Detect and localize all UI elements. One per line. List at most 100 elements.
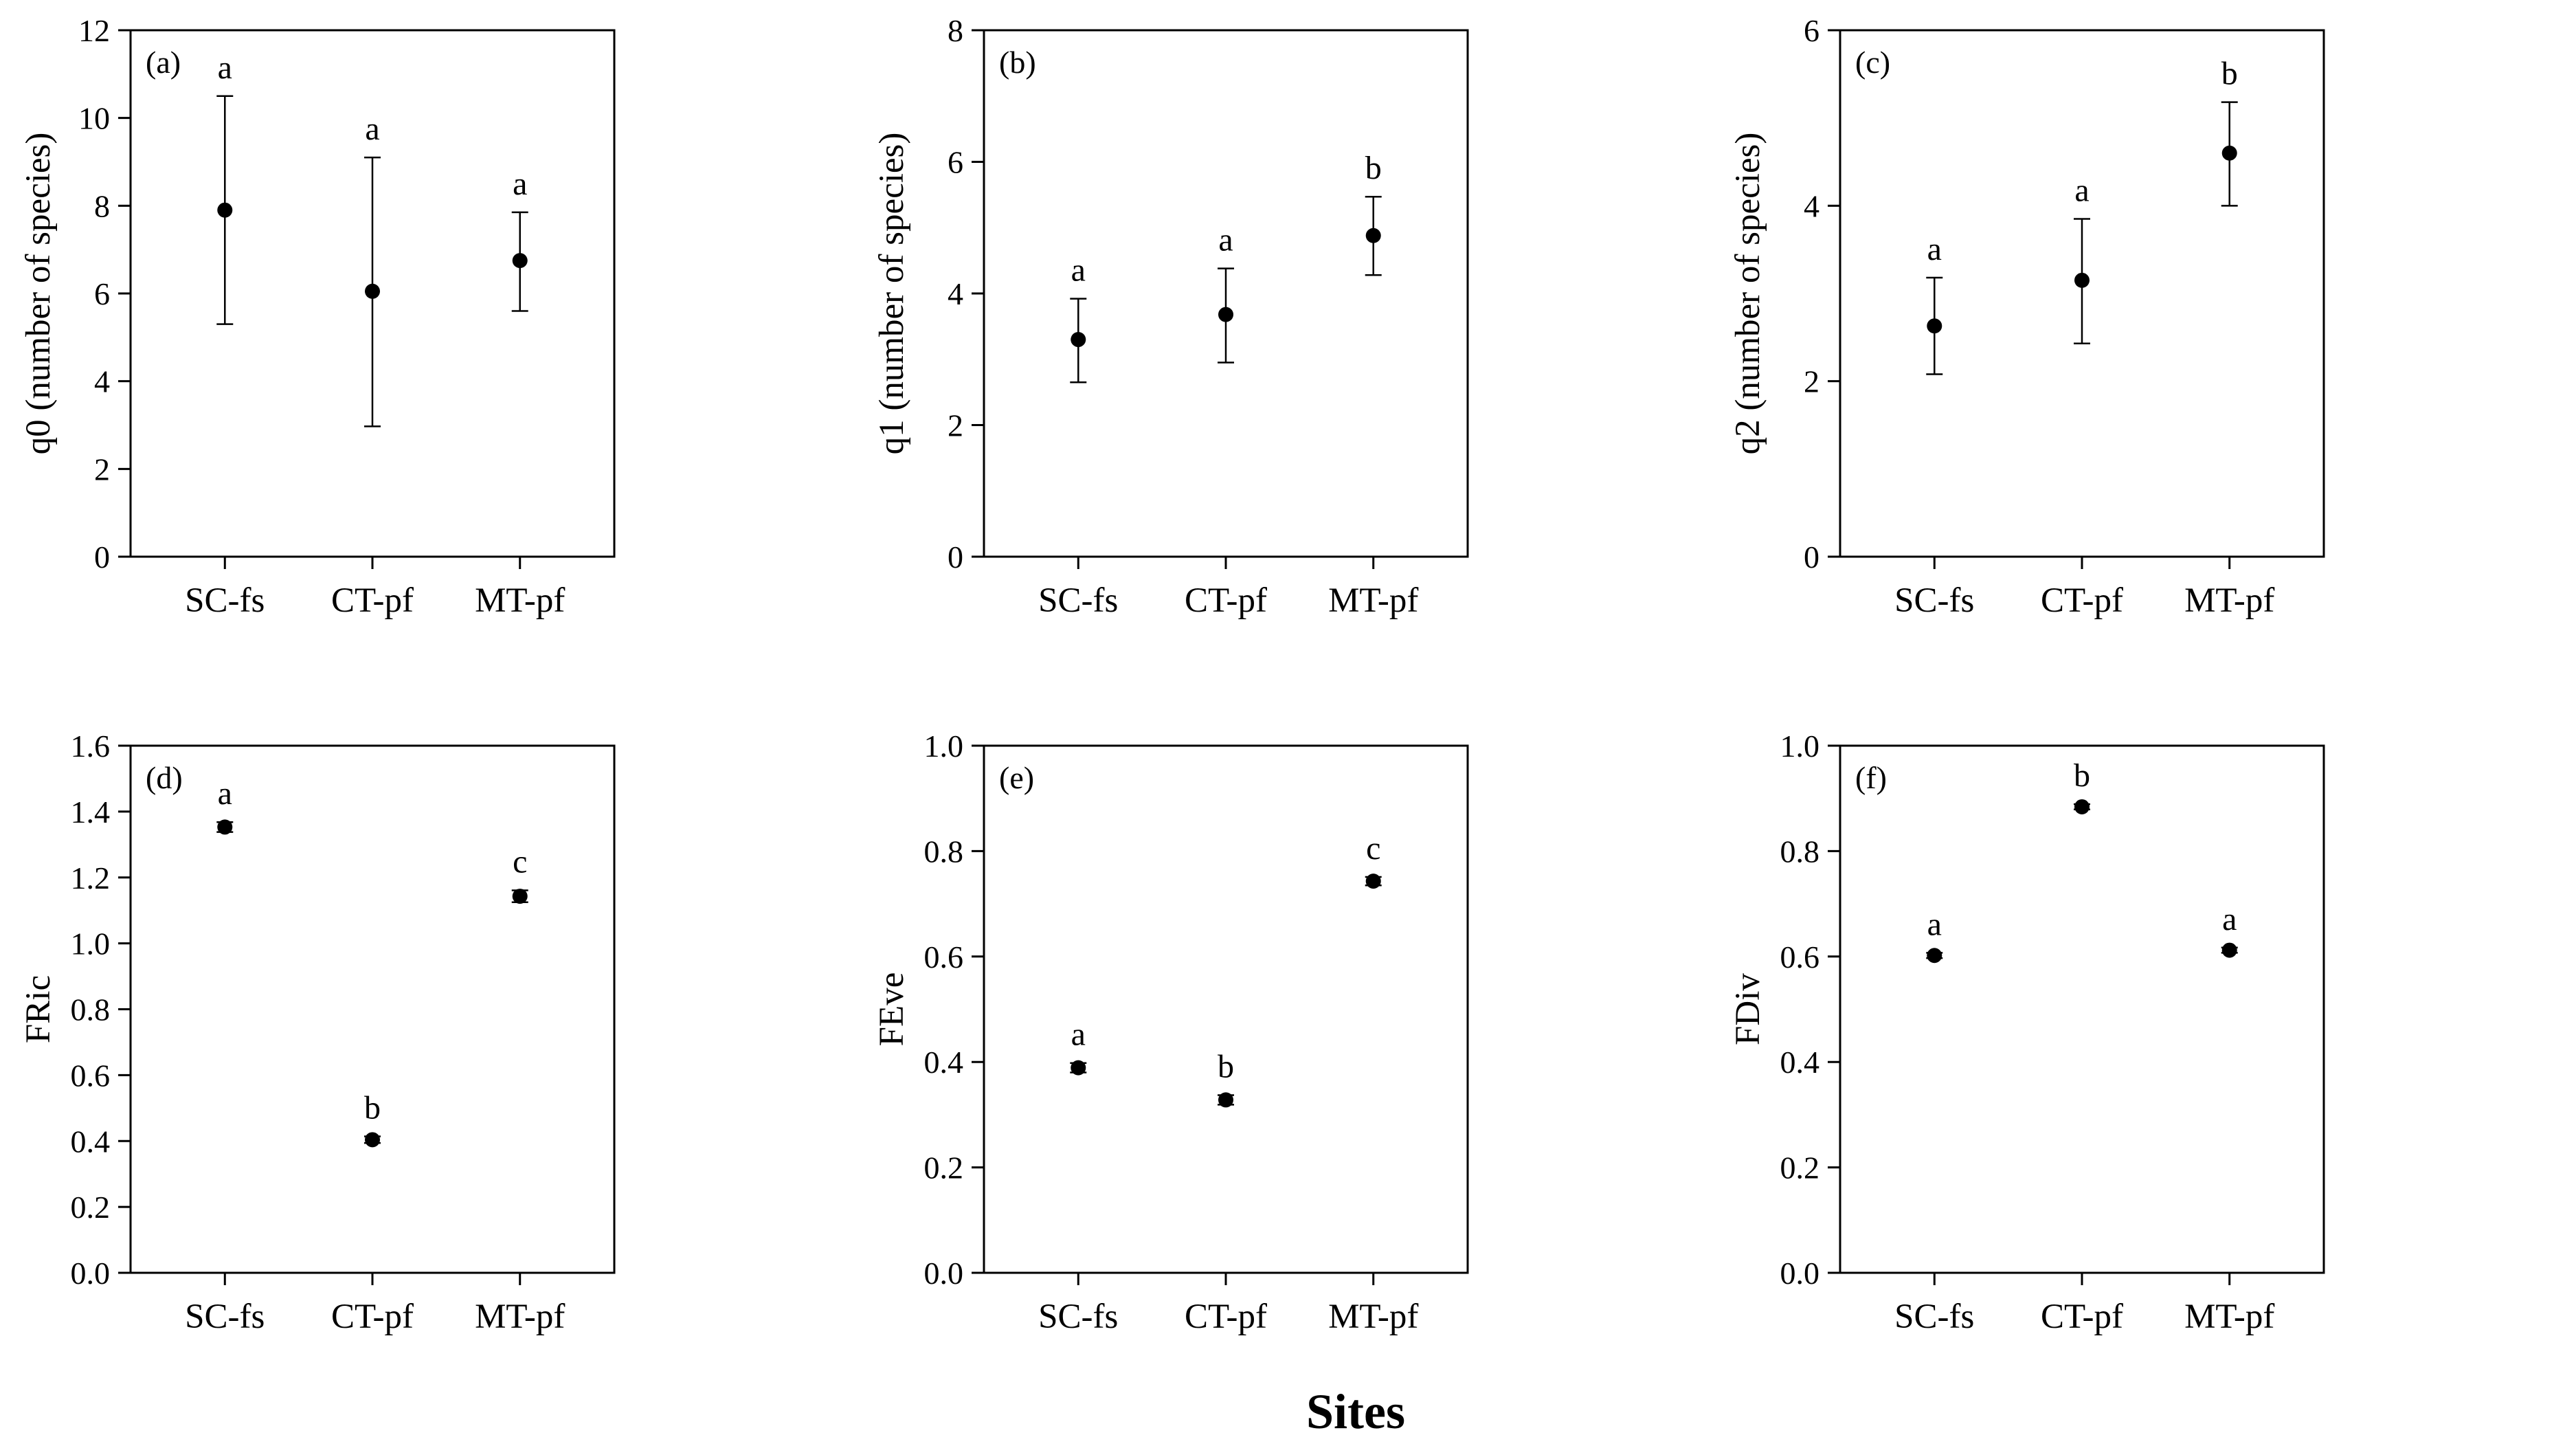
y-axis-title: FEve: [873, 972, 911, 1047]
y-tick-label: 8: [948, 13, 963, 48]
x-category-label: CT-pf: [1185, 581, 1267, 620]
y-tick-label: 0.4: [924, 1045, 964, 1080]
y-tick-label: 0.6: [1780, 939, 1820, 975]
panel-3: 0 2 4 6 SC-fs CT-pf MT-pf q2 (number of species…: [1729, 13, 2325, 620]
panels: 0 2 4 6 8 10 12 SC-fs CT-pf MT-pf q0 (number of sp…: [19, 13, 2325, 1336]
y-tick-label: 0.2: [924, 1150, 964, 1186]
y-tick-label: 4: [94, 364, 110, 399]
y-tick-label: 0.6: [924, 939, 964, 975]
panel-label: (a): [146, 45, 181, 80]
panel-label: (b): [999, 45, 1036, 80]
x-category-label: MT-pf: [475, 1298, 565, 1336]
y-tick-label: 6: [1804, 13, 1819, 48]
significance-letter: a: [218, 775, 232, 812]
y-tick-label: 2: [1804, 364, 1819, 399]
significance-letter: a: [365, 111, 379, 147]
data-point: [365, 1132, 380, 1148]
data-point: [1218, 307, 1233, 322]
significance-letter: b: [2074, 757, 2090, 794]
y-tick-label: 0.6: [71, 1058, 111, 1093]
x-category-label: SC-fs: [185, 1298, 265, 1336]
panel-4: 0.0 0.2 0.4 0.6 0.8 1.0 1.2 1.4 1.6 SC-fs CT-pf MT-…: [19, 728, 616, 1336]
y-tick-label: 6: [948, 145, 963, 180]
y-tick-label: 0.0: [1780, 1256, 1820, 1291]
y-tick-label: 4: [1804, 188, 1819, 223]
panel-label: (d): [146, 760, 183, 795]
data-point: [217, 202, 233, 218]
x-axis-title: Sites: [1306, 1384, 1405, 1439]
data-point: [1071, 1060, 1086, 1076]
data-point: [1927, 318, 1942, 334]
panel-6: 0.0 0.2 0.4 0.6 0.8 1.0 SC-fs CT-pf MT-pf FDiv (f)…: [1729, 728, 2325, 1336]
y-tick-label: 4: [948, 276, 963, 311]
significance-letter: a: [513, 166, 527, 202]
x-category-label: SC-fs: [1894, 1298, 1974, 1336]
y-tick-label: 2: [948, 408, 963, 443]
x-category-label: MT-pf: [1328, 581, 1418, 620]
y-tick-label: 0: [94, 540, 110, 575]
y-tick-label: 0.0: [924, 1256, 964, 1291]
y-axis-title: q2 (number of species): [1729, 133, 1767, 455]
y-axis-title: FRic: [19, 975, 58, 1043]
data-point: [2221, 145, 2237, 161]
y-tick-label: 0.2: [71, 1190, 111, 1225]
significance-letter: a: [1927, 906, 1942, 942]
y-axis-title: q0 (number of species): [19, 133, 58, 455]
data-point: [1927, 948, 1942, 964]
x-category-label: SC-fs: [185, 581, 265, 620]
data-point: [512, 889, 528, 904]
x-category-label: CT-pf: [2041, 1298, 2123, 1336]
significance-letter: a: [2222, 901, 2237, 937]
y-tick-label: 10: [78, 101, 110, 136]
y-tick-label: 0.2: [1780, 1150, 1820, 1186]
data-point: [1218, 1092, 1233, 1108]
y-tick-label: 0.8: [1780, 834, 1820, 869]
data-point: [2074, 799, 2090, 814]
y-tick-label: 0.8: [924, 834, 964, 869]
significance-letter: a: [1927, 231, 1942, 267]
significance-letter: a: [218, 49, 232, 86]
x-category-label: MT-pf: [475, 581, 565, 620]
panel-1: 0 2 4 6 8 10 12 SC-fs CT-pf MT-pf q0 (number of sp…: [19, 13, 616, 620]
x-category-label: MT-pf: [2184, 1298, 2274, 1336]
x-category-label: SC-fs: [1038, 1298, 1118, 1336]
data-point: [2074, 272, 2090, 288]
significance-letter: a: [2074, 172, 2089, 208]
y-tick-label: 1.2: [71, 860, 111, 896]
y-tick-label: 0.4: [71, 1124, 111, 1159]
x-category-label: SC-fs: [1038, 581, 1118, 620]
data-point: [2221, 942, 2237, 958]
y-tick-label: 0: [948, 540, 963, 575]
panel-label: (f): [1855, 760, 1887, 795]
data-point: [365, 283, 380, 299]
x-category-label: MT-pf: [2184, 581, 2274, 620]
significance-letter: c: [513, 843, 527, 880]
data-point: [1365, 227, 1381, 243]
significance-letter: a: [1071, 1016, 1086, 1053]
x-category-label: CT-pf: [331, 1298, 414, 1336]
panel-2: 0 2 4 6 8 SC-fs CT-pf MT-pf q1 (number of specie…: [873, 13, 1469, 620]
data-point: [217, 819, 233, 835]
x-category-label: SC-fs: [1894, 581, 1974, 620]
data-point: [1071, 332, 1086, 348]
y-tick-label: 0.8: [71, 992, 111, 1027]
x-category-label: CT-pf: [2041, 581, 2123, 620]
y-tick-label: 1.0: [71, 926, 111, 961]
data-point: [512, 253, 528, 269]
significance-letter: b: [1365, 150, 1382, 186]
significance-letter: a: [1218, 222, 1233, 258]
x-category-label: MT-pf: [1328, 1298, 1418, 1336]
y-tick-label: 12: [78, 13, 110, 48]
x-category-label: CT-pf: [331, 581, 414, 620]
y-axis-title: q1 (number of species): [873, 133, 911, 455]
significance-letter: a: [1071, 252, 1086, 289]
y-tick-label: 6: [94, 276, 110, 311]
y-tick-label: 2: [94, 452, 110, 487]
y-tick-label: 0: [1804, 540, 1819, 575]
significance-letter: b: [364, 1090, 381, 1126]
y-axis-title: FDiv: [1729, 973, 1767, 1045]
y-tick-label: 1.0: [1780, 728, 1820, 764]
y-tick-label: 8: [94, 188, 110, 223]
